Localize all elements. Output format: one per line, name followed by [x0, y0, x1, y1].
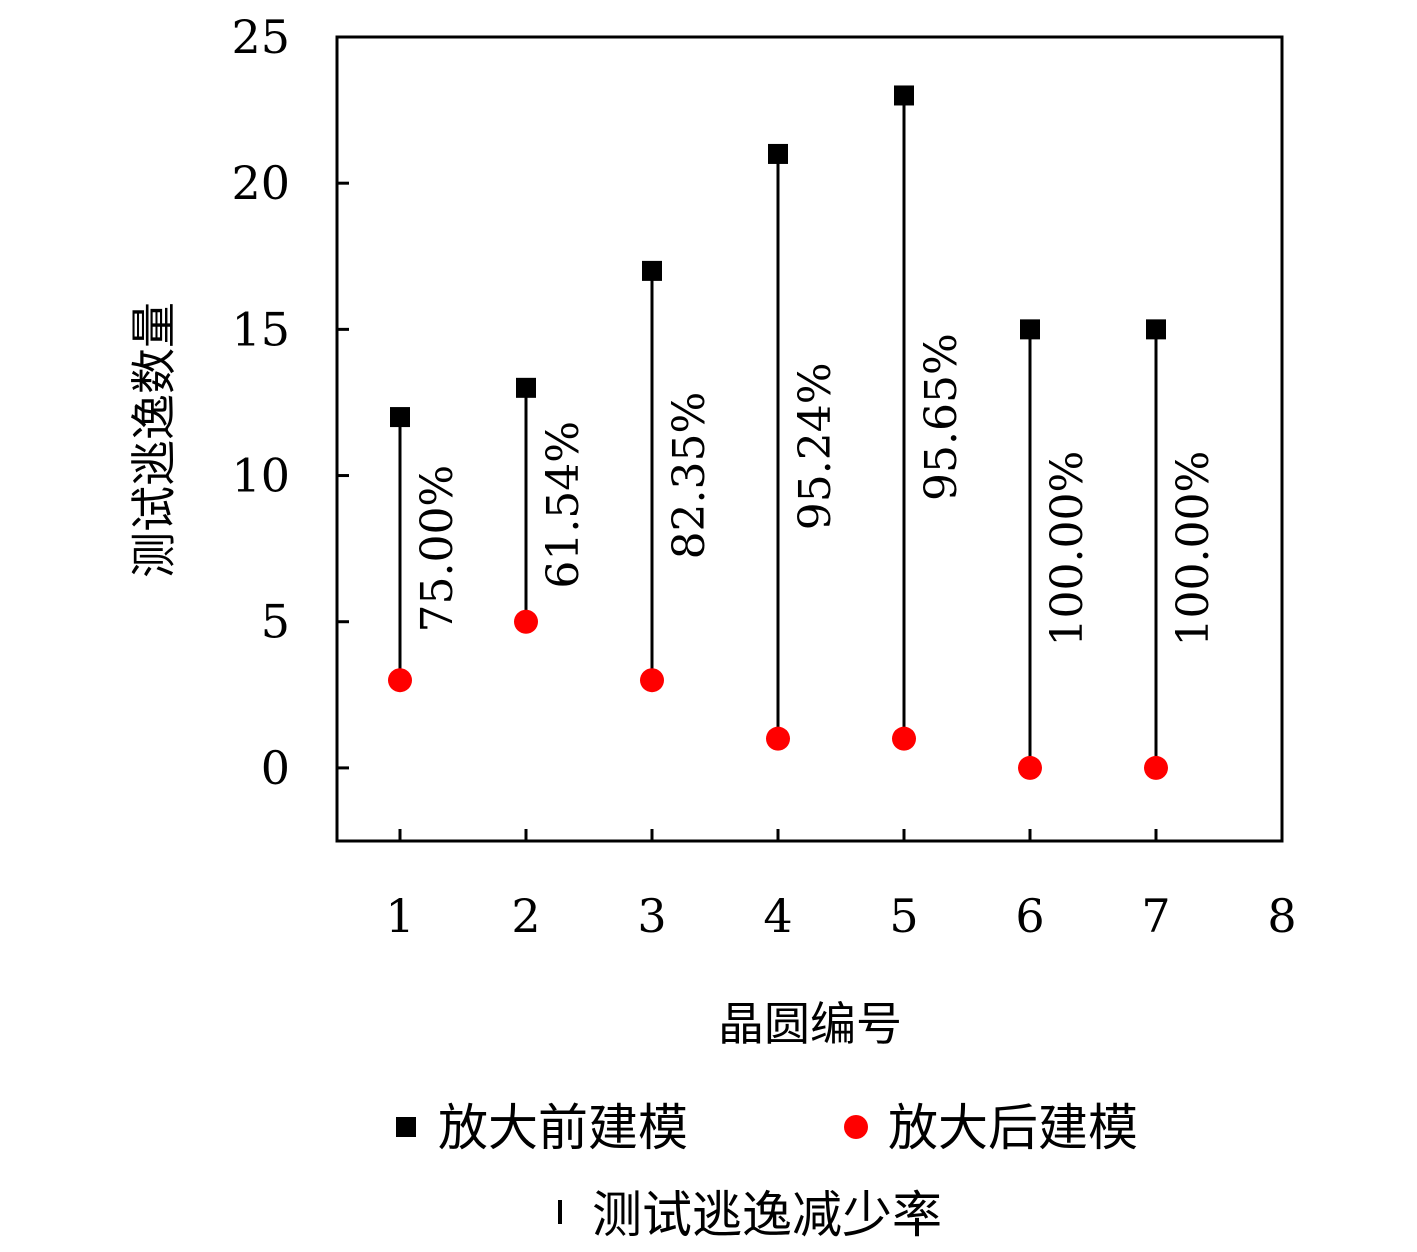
x-tick-label: 8	[1267, 889, 1296, 943]
reduction-label: 95.65%	[916, 333, 967, 501]
before-marker	[516, 377, 536, 398]
x-axis-label: 晶圆编号	[718, 997, 902, 1051]
after-marker	[1144, 755, 1168, 780]
y-tick-label: 15	[231, 302, 290, 356]
reduction-label: 95.24%	[790, 362, 841, 530]
x-tick-label: 4	[763, 889, 792, 943]
x-tick-label: 3	[637, 889, 666, 943]
before-marker	[390, 407, 410, 428]
reduction-label: 82.35%	[664, 392, 715, 560]
legend-label-after: 放大后建模	[888, 1099, 1138, 1157]
x-tick-label: 5	[889, 889, 918, 943]
before-marker	[1020, 319, 1040, 340]
reduction-label: 61.54%	[538, 421, 589, 589]
x-tick-label: 7	[1141, 889, 1170, 943]
ticks: 1 2 3 4 5 6 7 8 0 5 10 15 20 25	[231, 10, 1296, 943]
y-tick-label: 25	[231, 10, 290, 64]
y-tick-label: 10	[231, 449, 290, 503]
after-marker	[514, 609, 538, 634]
markers	[388, 85, 1168, 780]
before-marker	[642, 260, 662, 281]
legend: 放大前建模 放大后建模 测试逃逸减少率	[396, 1099, 1138, 1244]
reduction-labels: 75.00% 61.54% 82.35% 95.24% 95.65% 100.00% 100…	[412, 333, 1219, 646]
y-axis-label: 测试逃逸数量	[127, 302, 181, 578]
reduction-label: 100.00%	[1168, 451, 1219, 647]
legend-circle-marker	[844, 1115, 868, 1139]
x-tick-label: 2	[511, 889, 540, 943]
after-marker	[1018, 755, 1042, 780]
plot-frame	[335, 35, 1284, 843]
after-marker	[766, 726, 790, 751]
after-marker	[388, 668, 412, 693]
x-tick-label: 6	[1015, 889, 1044, 943]
legend-square-marker	[396, 1117, 416, 1137]
after-marker	[640, 668, 664, 693]
reduction-stems	[398, 95, 1158, 768]
y-tick-label: 20	[231, 156, 290, 210]
legend-label-before: 放大前建模	[438, 1099, 688, 1157]
y-tick-label: 0	[261, 741, 290, 795]
x-tick-label: 1	[385, 889, 414, 943]
before-marker	[1146, 319, 1166, 340]
y-tick-label: 5	[261, 595, 290, 649]
reduction-label: 75.00%	[412, 465, 463, 633]
legend-label-reduction: 测试逃逸减少率	[592, 1186, 942, 1244]
after-marker	[892, 726, 916, 751]
before-marker	[894, 85, 914, 106]
reduction-label: 100.00%	[1042, 451, 1093, 647]
before-marker	[768, 143, 788, 164]
